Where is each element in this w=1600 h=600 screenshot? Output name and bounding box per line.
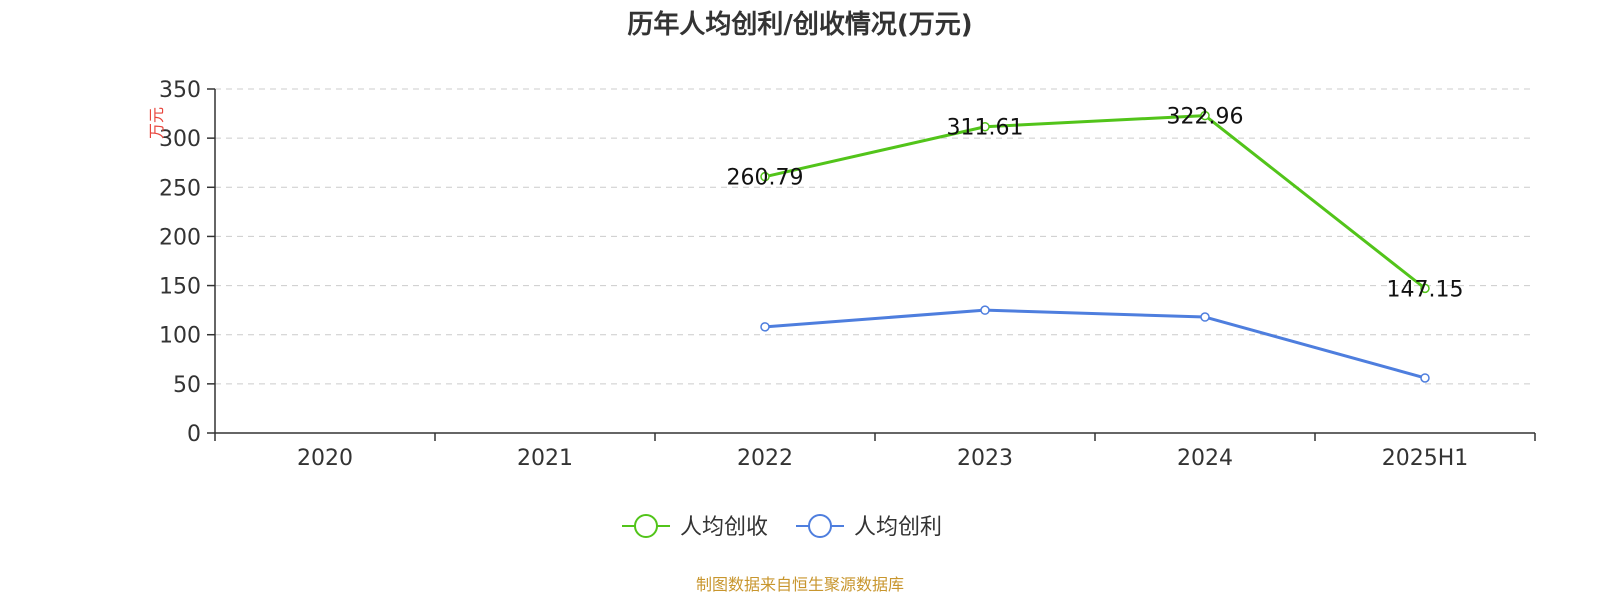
data-point[interactable] (1200, 110, 1210, 121)
data-label: 147.15 (1387, 277, 1464, 302)
data-label: 260.79 (727, 166, 804, 191)
y-tick-label: 50 (173, 373, 201, 398)
data-point[interactable] (1420, 283, 1430, 294)
series-1 (760, 305, 1430, 383)
data-point[interactable] (1200, 312, 1210, 322)
series-0 (760, 110, 1430, 294)
x-tick-label: 2025H1 (1382, 446, 1469, 471)
series-line (764, 114, 1426, 290)
legend-label: 人均创利 (854, 515, 942, 540)
y-tick-label: 100 (159, 324, 201, 349)
x-tick-label: 2021 (517, 446, 573, 471)
x-axis: 2020 2021 2022 2023 2024 2025H1 (214, 432, 1536, 471)
data-point[interactable] (980, 305, 990, 315)
legend-item-1[interactable]: 人均创利 (796, 514, 942, 540)
legend: 人均创收 人均创利 (622, 514, 942, 540)
legend-marker-icon (808, 514, 832, 538)
source-note: 制图数据来自恒生聚源数据库 (696, 575, 904, 594)
data-point[interactable] (1420, 373, 1430, 383)
y-tick-label: 200 (159, 225, 201, 250)
series-line (764, 308, 1426, 380)
y-tick-label: 250 (159, 176, 201, 201)
y-axis: 0 50 100 150 200 250 300 350 (159, 78, 216, 447)
data-label: 322.96 (1167, 105, 1244, 130)
data-label: 311.61 (947, 116, 1024, 141)
legend-marker-icon (634, 514, 658, 538)
data-labels: 260.79 311.61 322.96 147.15 (727, 105, 1464, 303)
y-tick-label: 350 (159, 78, 201, 103)
legend-item-0[interactable]: 人均创收 (622, 514, 768, 540)
y-tick-label: 0 (187, 422, 201, 447)
x-tick-label: 2022 (737, 446, 793, 471)
data-point[interactable] (760, 322, 770, 332)
x-tick-label: 2020 (297, 446, 353, 471)
x-tick-label: 2023 (957, 446, 1013, 471)
x-tick-label: 2024 (1177, 446, 1233, 471)
data-point[interactable] (760, 171, 770, 182)
y-tick-label: 300 (159, 127, 201, 152)
gridlines (215, 88, 1535, 385)
y-axis-unit-label: 万元 (147, 107, 166, 139)
chart-title: 历年人均创利/创收情况(万元) (627, 9, 972, 40)
legend-label: 人均创收 (680, 515, 768, 540)
series-layer (760, 110, 1430, 383)
data-point[interactable] (980, 121, 990, 132)
y-tick-label: 150 (159, 275, 201, 300)
